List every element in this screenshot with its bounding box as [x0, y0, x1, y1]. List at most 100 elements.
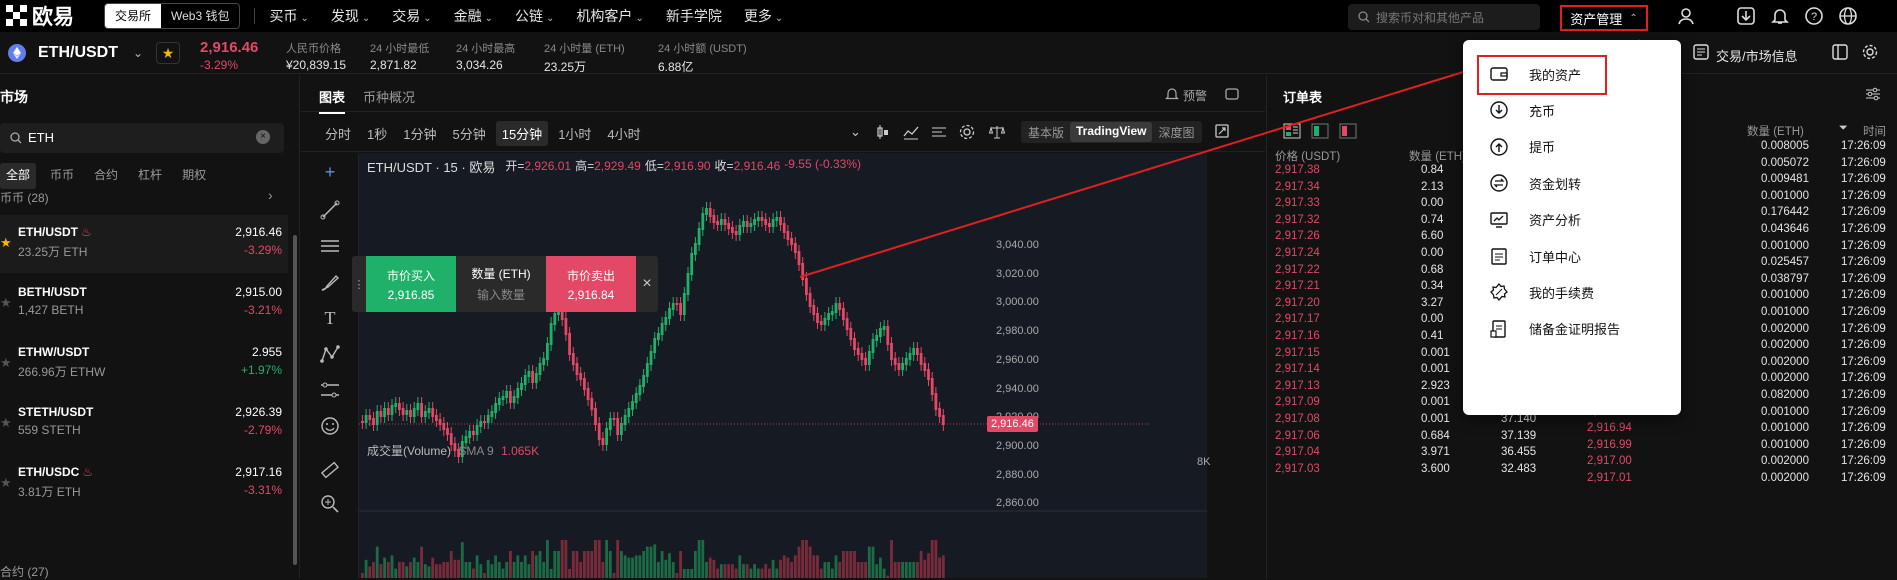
- market-sell-button[interactable]: 市价卖出 2,916.84: [546, 256, 636, 312]
- book-both-icon[interactable]: [1283, 123, 1301, 139]
- star-icon[interactable]: ★: [0, 355, 12, 370]
- nav-item-5[interactable]: 机构客户: [576, 8, 633, 24]
- trendline-icon[interactable]: [319, 199, 341, 221]
- ask-row[interactable]: 2,917.04 3.971 36.455: [1275, 443, 1895, 463]
- chevron-down-icon[interactable]: ⌄: [850, 124, 861, 139]
- alert-button[interactable]: 预警: [1183, 89, 1208, 103]
- candlestick-chart[interactable]: [359, 153, 1207, 578]
- ask-row[interactable]: 2,917.08 0.001 37.140: [1275, 410, 1895, 430]
- tab-coin-overview[interactable]: 币种概况: [363, 90, 416, 105]
- pair-selector[interactable]: ETH/USDT: [38, 44, 118, 61]
- nav-item-3[interactable]: 金融: [453, 8, 482, 24]
- close-icon[interactable]: ×: [636, 256, 658, 312]
- ask-row[interactable]: 2,917.03 3.600 32.483: [1275, 460, 1895, 480]
- view-0[interactable]: 基本版: [1028, 126, 1065, 140]
- market-buy-button[interactable]: 市价买入 2,916.85: [366, 256, 456, 312]
- star-icon[interactable]: ★: [0, 235, 12, 250]
- draw-lines-icon[interactable]: [931, 124, 947, 140]
- market-search-input[interactable]: ETH ×: [0, 123, 284, 153]
- book-bids-icon[interactable]: [1311, 123, 1329, 139]
- dropdown-item-0[interactable]: 我的资产: [1463, 52, 1681, 96]
- dropdown-item-1[interactable]: 充币: [1463, 88, 1681, 132]
- market-tab-1[interactable]: 币币: [50, 168, 75, 182]
- dropdown-item-3[interactable]: 资金划转: [1463, 161, 1681, 205]
- indicator-icon[interactable]: [903, 124, 919, 140]
- zoom-icon[interactable]: [319, 493, 341, 515]
- nav-item-6[interactable]: 新手学院: [665, 8, 722, 24]
- asset-management-button[interactable]: 资产管理 ⌃: [1560, 5, 1648, 31]
- timeframe-4[interactable]: 15分钟: [495, 120, 549, 146]
- ask-row[interactable]: 2,917.21 0.34: [1275, 277, 1895, 297]
- web3-wallet-tab[interactable]: Web3 钱包: [171, 9, 230, 23]
- window-icon[interactable]: [1225, 88, 1239, 100]
- star-icon[interactable]: ★: [0, 415, 12, 430]
- dropdown-item-7[interactable]: 储备金证明报告: [1463, 307, 1681, 351]
- book-asks-icon[interactable]: [1339, 123, 1357, 139]
- settings-icon[interactable]: [1862, 44, 1878, 60]
- nav-item-4[interactable]: 公链: [515, 8, 544, 24]
- horizontal-lines-icon[interactable]: [319, 235, 341, 257]
- market-tab-4[interactable]: 期权: [182, 168, 207, 182]
- globe-icon[interactable]: [1838, 6, 1858, 26]
- dropdown-item-6[interactable]: 我的手续费: [1463, 270, 1681, 314]
- view-2[interactable]: 深度图: [1158, 126, 1195, 140]
- timeframe-1[interactable]: 1秒: [367, 126, 388, 142]
- view-1[interactable]: TradingView: [1070, 122, 1153, 142]
- filter-sliders-icon[interactable]: [1865, 87, 1881, 101]
- ask-row[interactable]: 2,917.20 3.27: [1275, 294, 1895, 314]
- timeframe-6[interactable]: 4小时: [607, 126, 641, 142]
- layout-icon[interactable]: [1832, 44, 1848, 60]
- dropdown-item-2[interactable]: 提币: [1463, 125, 1681, 169]
- drag-handle-icon[interactable]: ⋮: [352, 256, 366, 312]
- chevron-right-icon[interactable]: ›: [268, 187, 273, 203]
- exchange-tab[interactable]: 交易所: [105, 4, 162, 28]
- candle-type-icon[interactable]: [875, 124, 891, 140]
- ruler-lines-icon[interactable]: [319, 379, 341, 401]
- market-row[interactable]: ★ BETH/USDT 1,427 BETH 2,915.00 -3.21%: [0, 275, 288, 333]
- timeframe-5[interactable]: 1小时: [558, 126, 592, 142]
- download-icon[interactable]: [1736, 6, 1756, 26]
- market-tab-2[interactable]: 合约: [94, 168, 119, 182]
- brush-icon[interactable]: [319, 271, 341, 293]
- nav-item-2[interactable]: 交易: [392, 8, 421, 24]
- measure-icon[interactable]: [319, 459, 341, 481]
- clear-icon[interactable]: ×: [256, 130, 270, 144]
- fullscreen-icon[interactable]: [1215, 124, 1229, 138]
- timeframe-3[interactable]: 5分钟: [452, 126, 486, 142]
- timeframe-0[interactable]: 分时: [325, 126, 352, 142]
- help-icon[interactable]: ?: [1804, 6, 1824, 26]
- nav-item-0[interactable]: 买币: [269, 8, 298, 24]
- star-icon[interactable]: ★: [0, 295, 12, 310]
- ask-row[interactable]: 2,917.17 0.00: [1275, 310, 1895, 330]
- timeframe-2[interactable]: 1分钟: [403, 126, 437, 142]
- star-icon[interactable]: ★: [0, 475, 12, 490]
- user-icon[interactable]: [1676, 6, 1696, 26]
- nav-item-1[interactable]: 发现: [330, 8, 359, 24]
- favorite-star-icon[interactable]: ★: [156, 42, 180, 64]
- market-tab-3[interactable]: 杠杆: [138, 168, 163, 182]
- chart-settings-icon[interactable]: [959, 124, 975, 140]
- emoji-icon[interactable]: [319, 415, 341, 437]
- market-row[interactable]: ★ ETH/USDC ♨ 3.81万 ETH 2,917.16 -3.31%: [0, 455, 288, 513]
- market-row[interactable]: ★ ETH/USDT ♨ 23.25万 ETH 2,916.46 -3.29%: [0, 215, 288, 273]
- market-row[interactable]: ★ ETHW/USDT 266.96万 ETHW 2.955 +1.97%: [0, 335, 288, 393]
- bell-icon[interactable]: [1770, 6, 1790, 26]
- filter-icon[interactable]: ⏷: [1839, 122, 1848, 134]
- nav-item-7[interactable]: 更多: [743, 8, 772, 24]
- tab-chart[interactable]: 图表: [319, 87, 346, 114]
- dropdown-item-5[interactable]: 订单中心: [1463, 234, 1681, 278]
- crosshair-icon[interactable]: +: [324, 162, 336, 182]
- ask-row[interactable]: 2,917.16 0.41: [1275, 327, 1895, 347]
- chevron-down-icon[interactable]: ⌄: [133, 46, 144, 60]
- logo[interactable]: 欧易: [6, 1, 74, 31]
- search-box[interactable]: 搜索币对和其他产品: [1348, 4, 1540, 30]
- dropdown-item-4[interactable]: 资产分析: [1463, 198, 1681, 242]
- market-row[interactable]: ★ STETH/USDT 559 STETH 2,926.39 -2.79%: [0, 395, 288, 453]
- market-tab-0[interactable]: 全部: [0, 163, 37, 189]
- ask-row[interactable]: 2,917.06 0.684 37.139: [1275, 427, 1895, 447]
- scale-icon[interactable]: [989, 124, 1005, 140]
- trade-market-info-link[interactable]: 交易/市场信息: [1716, 49, 1798, 64]
- quantity-input[interactable]: 数量 (ETH) 输入数量: [456, 256, 546, 312]
- market-scrollbar[interactable]: [293, 235, 297, 565]
- pattern-icon[interactable]: [319, 343, 341, 365]
